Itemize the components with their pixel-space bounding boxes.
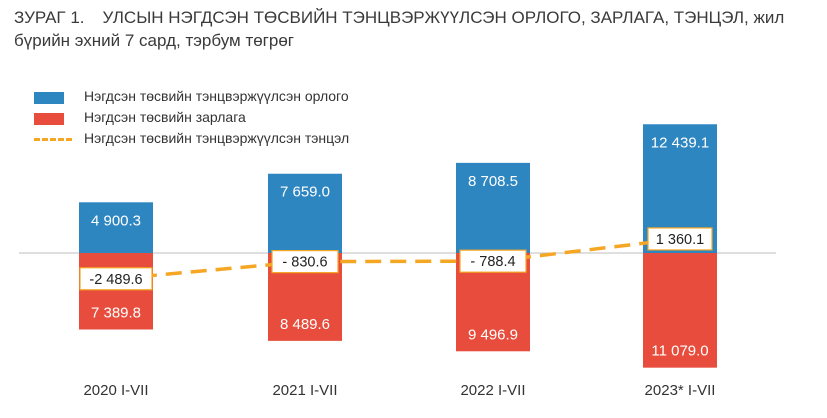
figure-number: ЗУРАГ 1. [14,8,85,27]
data-label-expenditure: 11 079.0 [651,343,708,360]
data-label-balance: - 788.4 [470,254,515,270]
legend-dash-balance [34,138,72,141]
title-text: УЛСЫН НЭГДСЭН ТӨСВИЙН ТЭНЦВЭРЖҮҮЛСЭН ОРЛ… [14,8,785,50]
balance-point [459,249,527,273]
data-label-balance: 1 360.1 [656,232,704,248]
data-label-revenue: 7 659.0 [280,184,330,201]
x-tick-label: 2022 I-VII [460,382,525,399]
legend-label-revenue: Нэгдсэн төсвийн тэнцвэржүүлсэн орлого [84,88,349,104]
bar-revenue [456,162,530,253]
bar-revenue [79,202,153,253]
data-label-revenue: 12 439.1 [651,134,709,151]
data-label-balance: -2 489.6 [89,272,142,288]
bar-expenditure [79,253,153,330]
legend-swatch-revenue [34,92,64,104]
balance-line [115,237,681,281]
x-tick-label: 2023* I-VII [645,382,716,399]
bar-revenue [268,173,342,253]
data-label-expenditure: 8 489.6 [280,316,330,333]
chart-title: ЗУРАГ 1. УЛСЫН НЭГДСЭН ТӨСВИЙН ТЭНЦВЭРЖҮҮ… [14,6,819,52]
data-label-balance: - 830.6 [282,255,327,271]
data-label-expenditure: 9 496.9 [468,326,518,343]
data-label-revenue: 8 708.5 [468,173,518,190]
bar-expenditure [643,253,717,368]
x-tick-label: 2021 I-VII [272,382,337,399]
balance-point [79,267,153,291]
legend-swatch-expenditure [34,113,64,125]
balance-point [271,249,339,274]
data-label-expenditure: 7 389.8 [91,304,141,321]
x-tick-label: 2020 I-VII [83,382,148,399]
legend-label-balance: Нэгдсэн төсвийн тэнцвэржүүлсэн тэнцэл [84,130,350,146]
legend-label-expenditure: Нэгдсэн төсвийн зарлага [84,109,246,125]
balance-point [647,227,713,251]
data-label-revenue: 4 900.3 [91,212,141,229]
